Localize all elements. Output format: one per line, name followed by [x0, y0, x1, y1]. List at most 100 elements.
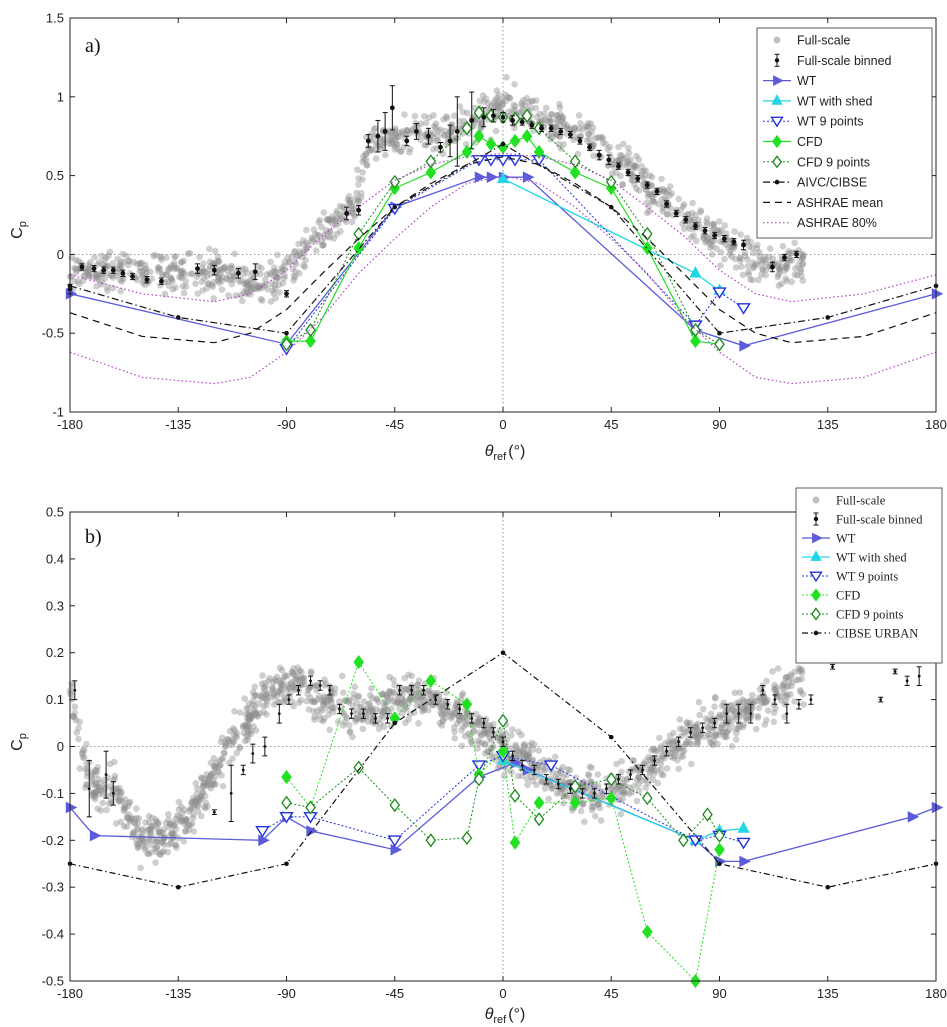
fullscale-point	[263, 691, 270, 699]
fullscale-point	[419, 708, 426, 715]
panel-a-ticks: -180 -135 -90 -45 0 45 90 135 180-1-0.500.511.5	[42, 11, 947, 433]
fullscale-point	[765, 253, 773, 261]
binned-point	[556, 782, 560, 786]
fullscale-point	[126, 817, 134, 824]
fullscale-point	[203, 273, 211, 280]
fullscale-point	[708, 220, 716, 228]
fullscale-point	[330, 216, 338, 223]
fullscale-point	[280, 694, 288, 701]
fullscale-point	[295, 240, 302, 248]
fullscale-point	[354, 166, 361, 174]
fullscale-point	[622, 154, 630, 161]
binned-point	[683, 217, 689, 223]
fullscale-point	[171, 265, 179, 273]
fullscale-point	[243, 290, 251, 298]
wt-marker	[474, 171, 487, 183]
fullscale-point	[245, 710, 252, 718]
fullscale-point	[367, 131, 375, 138]
fullscale-point	[558, 786, 566, 793]
fullscale-point	[567, 125, 574, 132]
cfd-marker	[521, 129, 533, 144]
fullscale-point	[435, 695, 443, 703]
fullscale-point	[621, 789, 629, 797]
fullscale-point	[692, 729, 699, 736]
fullscale-point	[617, 155, 625, 163]
fullscale-point	[383, 692, 391, 700]
fullscale-point	[388, 705, 395, 712]
fullscale-point	[239, 297, 246, 305]
binned-point	[879, 698, 883, 701]
fullscale-point	[754, 712, 762, 720]
cibse-urban-marker	[825, 884, 831, 890]
fullscale-point	[695, 698, 703, 706]
fullscale-point	[176, 813, 183, 820]
fullscale-point	[699, 705, 707, 713]
fullscale-point	[784, 683, 792, 690]
fullscale-point	[608, 170, 616, 177]
fullscale-point	[243, 280, 250, 287]
fullscale-point	[271, 285, 279, 292]
fullscale-point	[395, 697, 402, 705]
fullscale-point	[800, 701, 807, 708]
fullscale-point	[521, 741, 528, 748]
fullscale-point	[250, 692, 258, 699]
fullscale-point	[304, 686, 312, 694]
fullscale-point	[82, 765, 89, 773]
fullscale-point	[625, 144, 632, 152]
fullscale-point	[564, 124, 571, 132]
fullscale-point	[633, 152, 640, 160]
wt-marker	[931, 801, 944, 814]
panel-a: -180 -135 -90 -45 0 45 90 135 180-1-0.500.511.5 …	[9, 11, 947, 464]
fullscale-point	[221, 263, 229, 271]
fullscale-point	[287, 688, 295, 696]
binned-point	[454, 129, 460, 134]
fullscale-point	[759, 256, 767, 263]
legend-wt9-marker	[770, 116, 784, 128]
fullscale-point	[703, 233, 710, 240]
fullscale-point	[448, 713, 455, 720]
fullscale-point	[759, 265, 766, 273]
fullscale-point	[180, 838, 187, 845]
binned-point	[195, 266, 200, 271]
fullscale-point	[299, 253, 307, 261]
fullscale-point	[195, 270, 202, 278]
fullscale-point	[333, 210, 341, 217]
binned-point	[673, 211, 679, 216]
fullscale-point	[230, 272, 238, 280]
fullscale-point	[353, 710, 360, 717]
fullscale-point	[206, 263, 214, 270]
fullscale-point	[539, 763, 546, 770]
fullscale-point	[121, 796, 129, 803]
panel-a-binned-points	[67, 85, 799, 298]
fullscale-point	[760, 699, 767, 706]
fullscale-point	[93, 271, 100, 278]
fullscale-point	[779, 685, 787, 692]
fullscale-point	[246, 282, 253, 289]
fullscale-point	[643, 199, 651, 206]
fullscale-point	[297, 696, 305, 704]
fullscale-point	[731, 228, 738, 235]
fullscale-point	[708, 251, 716, 258]
binned-point	[287, 698, 291, 701]
binned-point	[79, 264, 85, 270]
fullscale-point	[93, 283, 100, 290]
fullscale-point	[144, 827, 152, 834]
fullscale-point	[488, 102, 495, 110]
fullscale-point	[509, 726, 516, 733]
fullscale-point	[729, 708, 737, 715]
legend-label: WT 9 points	[836, 570, 898, 584]
fullscale-point	[280, 262, 288, 270]
fullscale-point	[257, 692, 265, 700]
fullscale-point	[296, 248, 303, 255]
fullscale-point	[775, 282, 783, 289]
binned-point	[101, 267, 107, 273]
fullscale-point	[392, 699, 399, 707]
fullscale-point	[666, 749, 674, 757]
fullscale-point	[328, 219, 336, 227]
legend-label: ASHRAE mean	[797, 196, 883, 210]
fullscale-point	[142, 843, 149, 851]
fullscale-point	[243, 279, 251, 287]
fullscale-point	[694, 735, 701, 742]
fullscale-point	[230, 725, 237, 732]
fullscale-point	[635, 766, 642, 774]
